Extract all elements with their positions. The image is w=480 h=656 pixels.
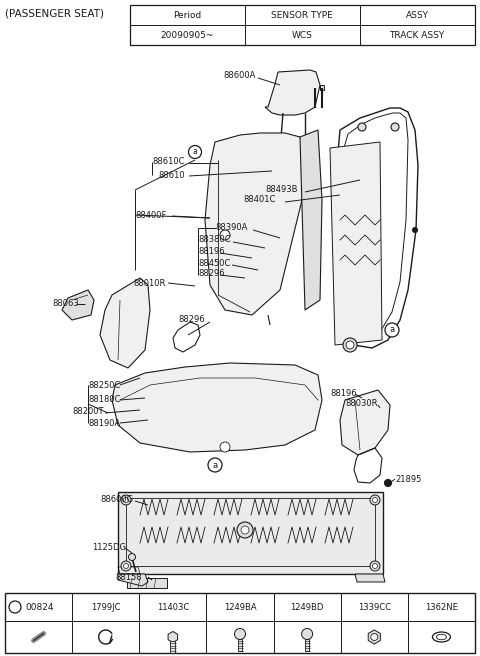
Text: 21895: 21895 [395,476,421,485]
Text: Period: Period [173,10,201,20]
Polygon shape [305,639,309,651]
Text: 88600G: 88600G [100,495,133,504]
Text: 88190A: 88190A [88,419,120,428]
Text: 88493B: 88493B [265,186,298,194]
Circle shape [343,338,357,352]
Bar [127,578,167,588]
Circle shape [121,561,131,571]
Text: 88200T: 88200T [72,407,104,417]
Circle shape [371,634,378,640]
Circle shape [372,497,377,502]
Bar [5,593,475,653]
Text: 1799JC: 1799JC [91,602,120,611]
Polygon shape [168,632,178,642]
Text: ASSY: ASSY [406,10,429,20]
Circle shape [391,123,399,131]
Circle shape [123,497,129,502]
Text: (PASSENGER SEAT): (PASSENGER SEAT) [5,9,104,19]
Text: 88063: 88063 [52,300,79,308]
Circle shape [208,458,222,472]
Polygon shape [205,133,305,315]
Bar [126,498,375,566]
Text: 88450C: 88450C [198,258,230,268]
Circle shape [346,341,354,349]
Text: WCS: WCS [291,30,312,39]
Text: 88401C: 88401C [243,195,276,205]
Circle shape [129,554,135,560]
Circle shape [9,601,21,613]
Polygon shape [340,390,390,455]
Polygon shape [100,278,150,368]
Circle shape [301,628,312,640]
Text: TRACK ASSY: TRACK ASSY [389,30,444,39]
Text: 1125DG: 1125DG [92,544,126,552]
Text: 20090905~: 20090905~ [160,30,214,39]
Text: a: a [389,325,395,335]
Polygon shape [170,641,175,653]
Text: 88610: 88610 [158,171,185,180]
Text: 88196: 88196 [330,388,357,398]
Bar [313,85,317,90]
Circle shape [412,228,418,232]
Polygon shape [238,639,242,651]
Circle shape [237,522,253,538]
Bar [130,5,475,45]
Polygon shape [368,630,380,644]
Circle shape [372,564,377,569]
Text: a: a [192,148,197,157]
Text: 88600A: 88600A [223,70,255,79]
Text: 88610C: 88610C [152,157,184,167]
Text: a: a [213,461,217,470]
Text: 88250C: 88250C [88,380,120,390]
Text: 88380C: 88380C [198,236,230,245]
Text: 88296: 88296 [198,268,225,277]
Text: 88296: 88296 [178,316,204,325]
Bar [118,492,383,574]
Text: 1249BD: 1249BD [290,602,324,611]
Circle shape [370,561,380,571]
Polygon shape [330,142,382,345]
Polygon shape [355,574,385,582]
FancyArrowPatch shape [34,634,44,640]
Text: SENSOR TYPE: SENSOR TYPE [271,10,333,20]
Circle shape [385,323,399,337]
Text: 1339CC: 1339CC [358,602,391,611]
Polygon shape [62,290,94,320]
Text: 88196: 88196 [198,247,225,256]
Text: 11403C: 11403C [157,602,189,611]
Text: a: a [12,602,17,611]
Circle shape [220,230,230,240]
Circle shape [370,495,380,505]
Bar [320,85,324,90]
Text: 1249BA: 1249BA [224,602,256,611]
Text: 88390A: 88390A [215,224,247,232]
Text: 88158: 88158 [115,573,142,581]
Circle shape [189,146,202,159]
Text: 88180C: 88180C [88,396,120,405]
Polygon shape [300,130,322,310]
Polygon shape [265,70,320,115]
Circle shape [384,480,392,487]
Circle shape [123,564,129,569]
Text: 00824: 00824 [25,602,53,611]
Circle shape [235,628,245,640]
Text: 88400F: 88400F [135,211,167,220]
Text: 1362NE: 1362NE [425,602,458,611]
Circle shape [358,123,366,131]
Text: 88030R: 88030R [345,400,377,409]
Text: 88010R: 88010R [133,279,166,287]
Circle shape [241,526,249,534]
Circle shape [220,442,230,452]
Circle shape [121,495,131,505]
Polygon shape [112,363,322,452]
FancyArrowPatch shape [34,634,44,640]
Polygon shape [118,574,148,586]
